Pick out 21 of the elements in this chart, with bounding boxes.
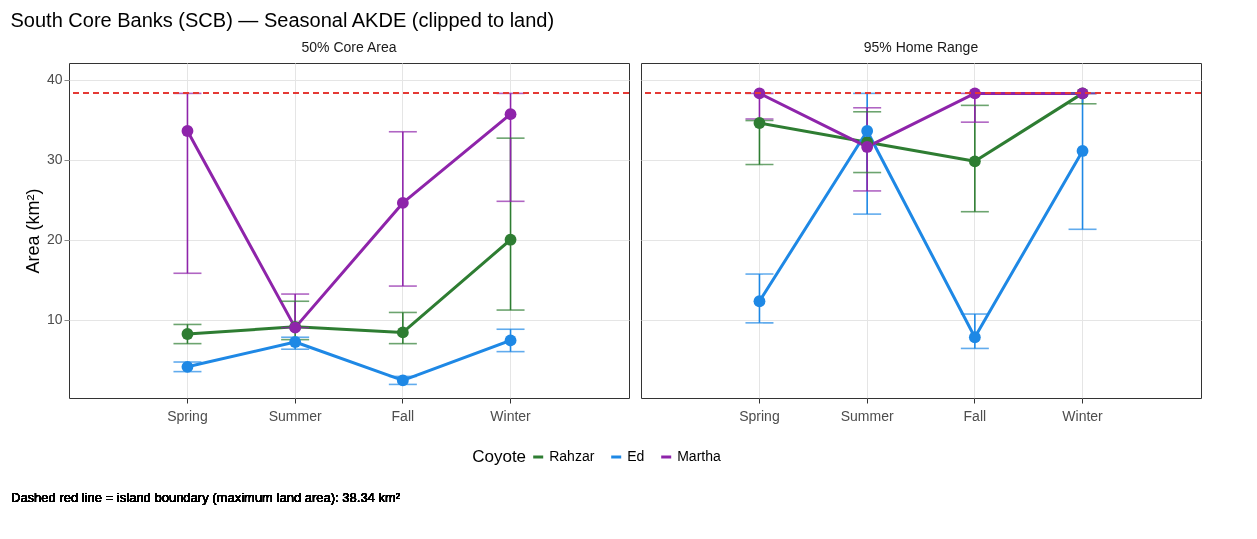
x-tick-label: Fall — [963, 407, 987, 424]
y-tick-label: 30 — [46, 151, 63, 168]
text: Dashed red line = island boundary (maximum land area): 38.34 km² — [11, 490, 401, 505]
x-tick-label: Winter — [1062, 407, 1104, 424]
legend-title: Coyote — [472, 447, 527, 466]
legend-label: Ed — [627, 448, 645, 464]
chart-subtitle: 50% Core Area — [301, 39, 397, 55]
x-tick-label: Summer — [840, 407, 894, 424]
y-tick-label: 20 — [46, 231, 63, 248]
x-tick-label: Winter — [490, 407, 532, 424]
chart-subtitle: 95% Home Range — [863, 39, 979, 55]
x-tick-label: Spring — [739, 407, 780, 424]
x-tick-label: Fall — [391, 407, 415, 424]
y-tick-label: 10 — [46, 311, 63, 328]
x-tick-label: Summer — [268, 407, 322, 424]
legend-label: Rahzar — [549, 448, 595, 464]
y-axis-title: Area (km²) — [22, 188, 43, 274]
legend-label: Martha — [677, 448, 721, 464]
y-tick-label: 40 — [46, 71, 63, 88]
x-tick-label: Spring — [167, 407, 208, 424]
chart-title: South Core Banks (SCB) — Seasonal AKDE (clipped to land) — [10, 8, 555, 31]
